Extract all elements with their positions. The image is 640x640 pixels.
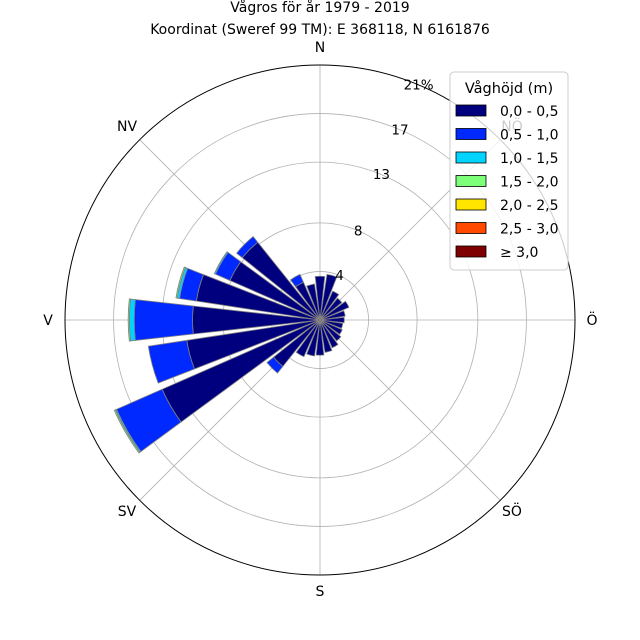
legend-label: 2,5 - 3,0 (500, 222, 558, 238)
rose-bar-segment (319, 300, 350, 321)
legend-label: 0,0 - 0,5 (500, 104, 558, 120)
legend-box (449, 71, 569, 271)
radial-tick-label: 17 (391, 122, 408, 138)
rose-bar-segment (236, 236, 259, 259)
rose-bar-segment (319, 316, 345, 324)
rose-bar-segment (319, 319, 343, 335)
rose-bar-segment (319, 290, 340, 321)
direction-label-sw: SV (118, 504, 137, 520)
rose-bar-segment (127, 298, 131, 342)
rose-bar-segment (314, 275, 326, 321)
direction-label-nw: NV (117, 119, 137, 135)
legend-label: ≥ 3,0 (500, 245, 538, 261)
rose-bar-segment (319, 319, 339, 349)
rose-bar-segment (147, 339, 195, 384)
legend-swatch (455, 245, 487, 258)
rose-bar-segment (295, 319, 321, 358)
chart-subtitle: Koordinat (Sweref 99 TM): E 368118, N 61… (150, 22, 490, 38)
legend-swatch (455, 222, 487, 234)
rose-bar-segment (306, 319, 321, 357)
legend-swatch (455, 151, 487, 164)
radial-tick-label: 4 (335, 268, 344, 284)
chart-title: Vågros för år 1979 - 2019 (230, 0, 409, 16)
rose-bar-segment (319, 319, 342, 342)
legend-title: Våghöjd (m) (465, 80, 553, 97)
rose-bar-segment (113, 409, 141, 454)
rose-bar-segment (319, 319, 333, 353)
legend-label: 1,0 - 1,5 (500, 151, 558, 167)
grid-spoke (319, 319, 501, 501)
rose-bar-segment (319, 273, 338, 321)
rose-bar-segment (266, 356, 284, 374)
direction-label-se: SÖ (502, 502, 522, 520)
legend-swatch (455, 128, 487, 140)
rose-bar-segment (315, 319, 325, 356)
rose-bar-segment (213, 251, 229, 275)
direction-label-w: V (43, 313, 53, 329)
radial-tick-label: 8 (354, 223, 363, 239)
direction-label-s: S (316, 584, 325, 600)
rose-bar-segment (319, 297, 343, 321)
legend-swatch (455, 175, 487, 187)
polar-plot-area: 4 8 13 17 21% N NÖ Ö SÖ S SV V NV (43, 40, 597, 600)
legend-label: 0,5 - 1,0 (500, 128, 558, 144)
legend-label: 2,0 - 2,5 (500, 198, 558, 214)
legend-swatch (455, 198, 487, 211)
direction-label-n: N (315, 40, 325, 56)
radial-tick-label: 13 (373, 167, 390, 183)
legend: Våghöjd (m) 0,0 - 0,5 0,5 - 1,0 1,0 - 1,5 1… (449, 71, 569, 271)
rose-bar-segment (306, 283, 321, 321)
radial-tick-labels: 4 8 13 17 21% (335, 77, 433, 284)
rose-bars (113, 236, 350, 454)
rose-bar-segment (319, 310, 346, 321)
rose-bar-segment (289, 273, 304, 288)
legend-label: 1,5 - 2,0 (500, 175, 558, 191)
plot-outline (64, 64, 576, 576)
legend-swatch (455, 104, 487, 117)
rose-bar-segment (175, 266, 186, 299)
radial-tick-label: 21% (404, 77, 434, 93)
rose-bar-segment (133, 299, 194, 341)
direction-label-e: Ö (586, 311, 597, 329)
